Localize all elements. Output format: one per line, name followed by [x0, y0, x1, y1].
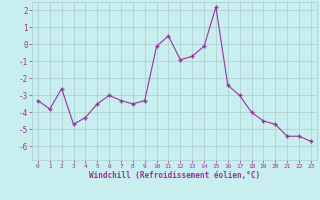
X-axis label: Windchill (Refroidissement éolien,°C): Windchill (Refroidissement éolien,°C) — [89, 171, 260, 180]
